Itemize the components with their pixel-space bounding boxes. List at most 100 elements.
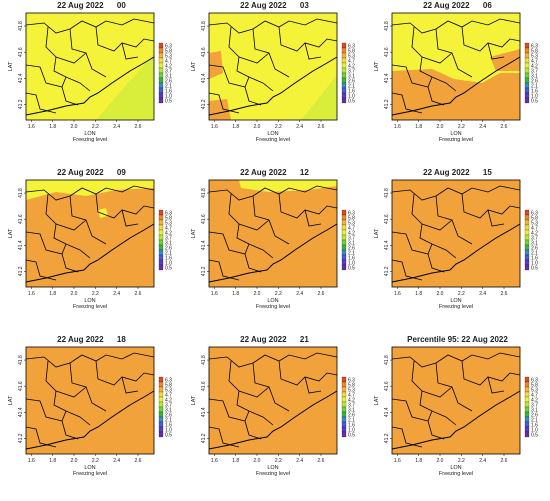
colorbar-cell	[158, 67, 164, 74]
map-frame	[25, 179, 155, 288]
colorbar-tick-label: 2.6	[531, 413, 538, 419]
map-frame	[391, 346, 521, 455]
y-axis-label: LAT	[374, 395, 380, 405]
colorbar-tick-label: 6.3	[348, 211, 355, 217]
colorbar-tick-label: 3.1	[348, 241, 355, 247]
colorbar-tick-label: 2.6	[348, 246, 355, 252]
x-tick-label: 2.2	[275, 124, 282, 130]
map-frame	[391, 179, 521, 288]
y-tick-label: 41.4	[201, 73, 207, 83]
y-tick-label: 41.4	[384, 240, 390, 250]
colorbar-tick-label: 3.1	[165, 74, 172, 80]
colorbar-tick-label: 3.1	[348, 74, 355, 80]
colorbar-tick-label: 3.7	[165, 236, 172, 242]
colorbar-cell	[341, 396, 347, 403]
colorbar-tick-label: 1.6	[165, 256, 172, 262]
map-frame	[208, 346, 338, 455]
caption-label: Freezing level	[256, 137, 290, 143]
y-tick-label: 41.2	[18, 266, 24, 276]
colorbar-cell	[158, 209, 164, 216]
admin-boundary	[244, 86, 262, 106]
colorbar-cell	[341, 224, 347, 231]
colorbar-cell	[341, 416, 347, 423]
colorbar-cell	[341, 92, 347, 99]
colorbar-tick-label: 5.8	[531, 216, 538, 222]
map-panel: 1.6 1.8 2.0 2.2 2.4 2.6 41.2 41.4 41.6 41.8 LON Fre…	[366, 0, 549, 167]
admin-boundary	[421, 219, 453, 231]
colorbar-cell	[341, 62, 347, 69]
y-tick-label: 41.8	[384, 188, 390, 198]
x-tick-label: 1.8	[415, 291, 422, 297]
colorbar-cell	[158, 401, 164, 408]
admin-boundary	[391, 18, 521, 34]
colorbar-cell	[524, 234, 530, 241]
colorbar-tick-label: 0.5	[531, 266, 538, 272]
map-panel-svg: 1.6 1.8 2.0 2.2 2.4 2.6 41.2 41.4 41.6 41.8 LONFre…	[191, 179, 355, 310]
map-panel-svg: 1.6 1.8 2.0 2.2 2.4 2.6 41.2 41.4 41.6 41.8 LONFre…	[191, 346, 355, 477]
colorbar-cell	[158, 97, 164, 104]
colorbar-cell	[524, 72, 530, 79]
colorbar-tick-label: 4.7	[165, 226, 172, 232]
colorbar-tick-label: 3.7	[531, 69, 538, 75]
colorbar-tick-label: 2.1	[348, 251, 355, 257]
x-tick-label: 2.6	[501, 458, 508, 464]
colorbar-tick-label: 4.2	[348, 398, 355, 404]
panel-title: Percentile 95: 22 Aug 2022	[407, 335, 508, 344]
admin-boundary	[421, 52, 453, 64]
coastline	[25, 390, 155, 450]
colorbar-tick-label: 0.5	[348, 266, 355, 272]
colorbar-tick-label: 0.5	[348, 99, 355, 105]
colorbar-tick-label: 5.8	[165, 383, 172, 389]
colorbar-cell	[524, 386, 530, 393]
colorbar-cell	[341, 401, 347, 408]
colorbar-tick-label: 4.7	[348, 59, 355, 65]
x-tick-label: 1.8	[49, 124, 56, 130]
colorbar-tick-label: 4.7	[531, 59, 538, 65]
colorbar-tick-label: 5.8	[165, 216, 172, 222]
colorbar-cell	[524, 254, 530, 261]
panel-title: 22 Aug 2022 15	[423, 168, 492, 177]
colorbar-tick-label: 5.8	[531, 383, 538, 389]
colorbar-tick-label: 4.7	[531, 226, 538, 232]
colorbar-tick-label: 1.0	[165, 261, 172, 267]
colorbar-tick-label: 2.1	[348, 84, 355, 90]
y-tick-label: 41.4	[384, 407, 390, 417]
field-region	[209, 51, 223, 79]
colorbar-cell	[524, 47, 530, 54]
map-panel: 1.6 1.8 2.0 2.2 2.4 2.6 41.2 41.4 41.6 41.8 LON Fre…	[366, 334, 549, 501]
colorbar-cell	[341, 57, 347, 64]
colorbar-cell	[524, 239, 530, 246]
x-axis-label: LON	[450, 298, 461, 304]
coastline	[208, 223, 338, 283]
map-panel-svg: 1.6 1.8 2.0 2.2 2.4 2.6 41.2 41.4 41.6 41.8 LONFre…	[8, 179, 172, 310]
x-axis-label: LON	[84, 298, 95, 304]
caption-label: Freezing level	[73, 471, 107, 477]
x-tick-label: 2.2	[92, 458, 99, 464]
y-tick-label: 41.2	[18, 99, 24, 109]
x-tick-label: 2.4	[296, 124, 303, 130]
colorbar-cell	[158, 82, 164, 89]
x-tick-label: 1.6	[394, 458, 401, 464]
colorbar-cell	[158, 92, 164, 99]
colorbar-cell	[158, 406, 164, 413]
admin-boundary	[391, 185, 521, 201]
colorbar-cell	[341, 219, 347, 226]
y-axis-label: LAT	[191, 395, 197, 405]
colorbar-cell	[158, 431, 164, 438]
coastline	[391, 223, 521, 283]
x-tick-label: 1.6	[211, 458, 218, 464]
x-tick-label: 2.6	[135, 124, 142, 130]
colorbar-cell	[158, 254, 164, 261]
colorbar-cell	[524, 406, 530, 413]
colorbar-cell	[341, 259, 347, 266]
colorbar-cell	[158, 214, 164, 221]
colorbar-tick-label: 3.1	[165, 408, 172, 414]
colorbar-cell	[341, 72, 347, 79]
map-panel: 1.6 1.8 2.0 2.2 2.4 2.6 41.2 41.4 41.6 41.8 LON Fre…	[0, 0, 183, 167]
y-tick-label: 41.6	[201, 381, 207, 391]
colorbar-cell	[158, 57, 164, 64]
y-tick-label: 41.4	[384, 73, 390, 83]
x-tick-label: 2.0	[71, 458, 78, 464]
x-tick-label: 2.2	[92, 291, 99, 297]
colorbar-cell	[524, 396, 530, 403]
